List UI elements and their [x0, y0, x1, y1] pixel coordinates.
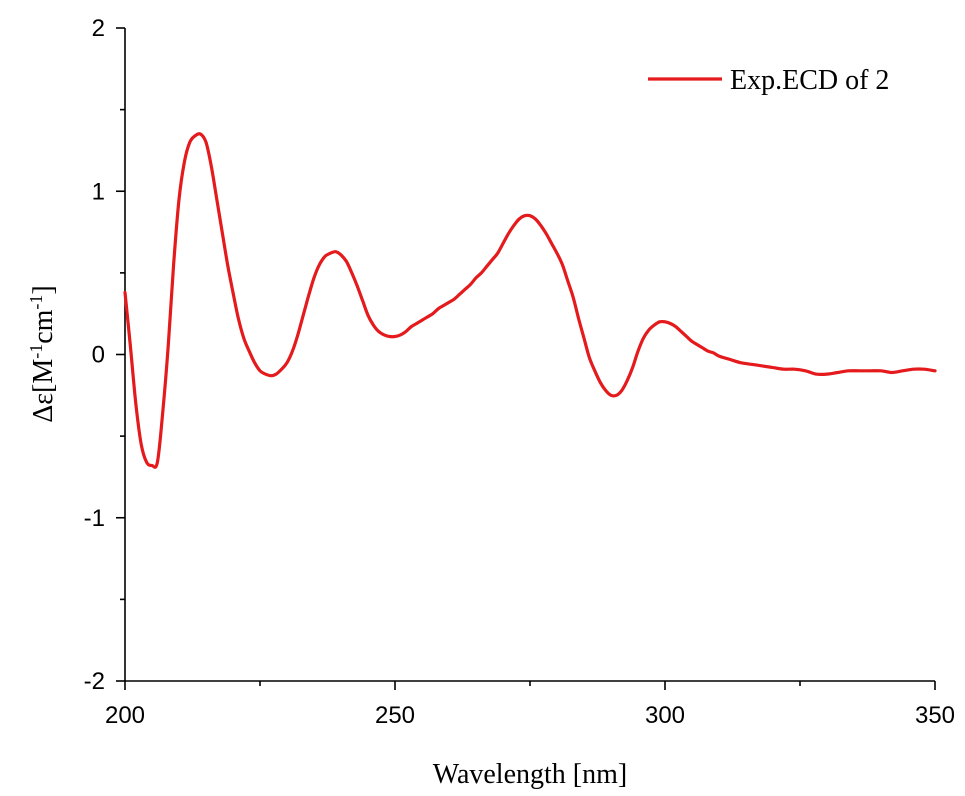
x-ticks — [124, 681, 936, 690]
y-tick-label: 1 — [92, 178, 105, 205]
y-axis-title-end: ] — [28, 285, 59, 294]
x-tick-label: 250 — [375, 702, 415, 729]
x-axis-title: Wavelength [nm] — [433, 759, 627, 790]
y-axis-title-sup2: -1 — [26, 295, 46, 310]
y-axis-title-mid: cm — [28, 309, 59, 343]
x-tick-label: 350 — [915, 702, 955, 729]
y-axis-title-sup1: -1 — [26, 344, 46, 359]
series-line-exp-ecd — [123, 132, 937, 469]
x-tick-label: 300 — [645, 702, 685, 729]
y-axis-title: Δε[M-1cm-1] — [26, 285, 59, 423]
y-tick-label: 0 — [92, 342, 105, 369]
y-tick-label: -1 — [84, 505, 105, 532]
y-tick-label: 2 — [92, 15, 105, 42]
x-tick-labels: 200 250 300 350 — [105, 702, 955, 729]
x-tick-label: 200 — [105, 702, 145, 729]
y-ticks — [116, 27, 125, 682]
y-tick-labels: -2 -1 0 1 2 — [84, 15, 105, 695]
legend: Exp.ECD of 2 — [648, 65, 889, 96]
y-axis-title-main: Δε[M — [28, 359, 59, 423]
y-tick-label: -2 — [84, 668, 105, 695]
legend-label: Exp.ECD of 2 — [730, 65, 889, 96]
